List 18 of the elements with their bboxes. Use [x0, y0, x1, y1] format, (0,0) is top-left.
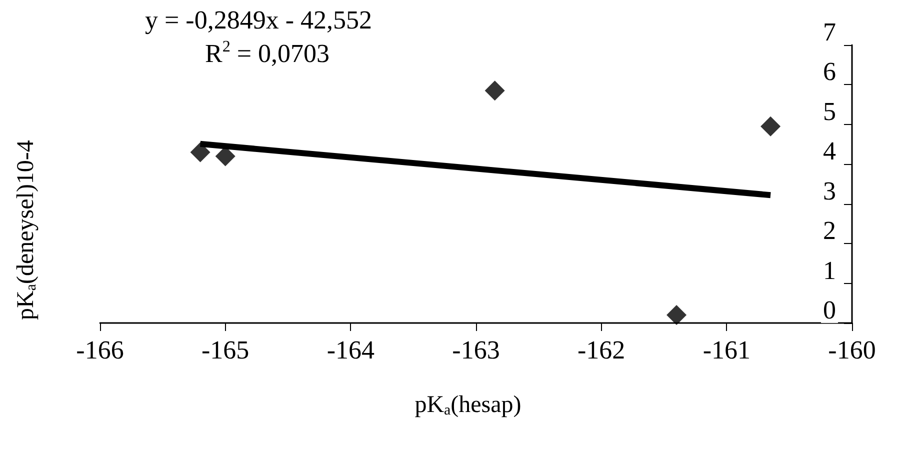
- y-tick-label: 0: [823, 296, 836, 324]
- y-tick-label: 3: [823, 176, 836, 206]
- x-tick-label: -164: [326, 336, 375, 364]
- x-tick-label: -165: [201, 336, 250, 364]
- y-tick-label: 6: [823, 57, 836, 86]
- y-tick-label: 4: [823, 136, 836, 166]
- x-tick-label: -162: [577, 336, 626, 364]
- y-tick-label: 2: [823, 216, 836, 246]
- x-tick-label: -166: [76, 336, 124, 364]
- text: y = -0,2849x - 42,552: [145, 6, 372, 34]
- x-tick-label: -161: [702, 336, 751, 364]
- y-tick-label: 5: [823, 96, 836, 126]
- y-tick-label: 7: [823, 18, 836, 46]
- x-tick-label: -160: [828, 336, 876, 364]
- x-axis-title: pKa(hesap): [414, 392, 522, 418]
- y-axis-title: pKa(deneysel)10-4: [13, 140, 40, 320]
- y-tick-label: 1: [823, 256, 836, 285]
- x-tick-label: -163: [452, 336, 500, 364]
